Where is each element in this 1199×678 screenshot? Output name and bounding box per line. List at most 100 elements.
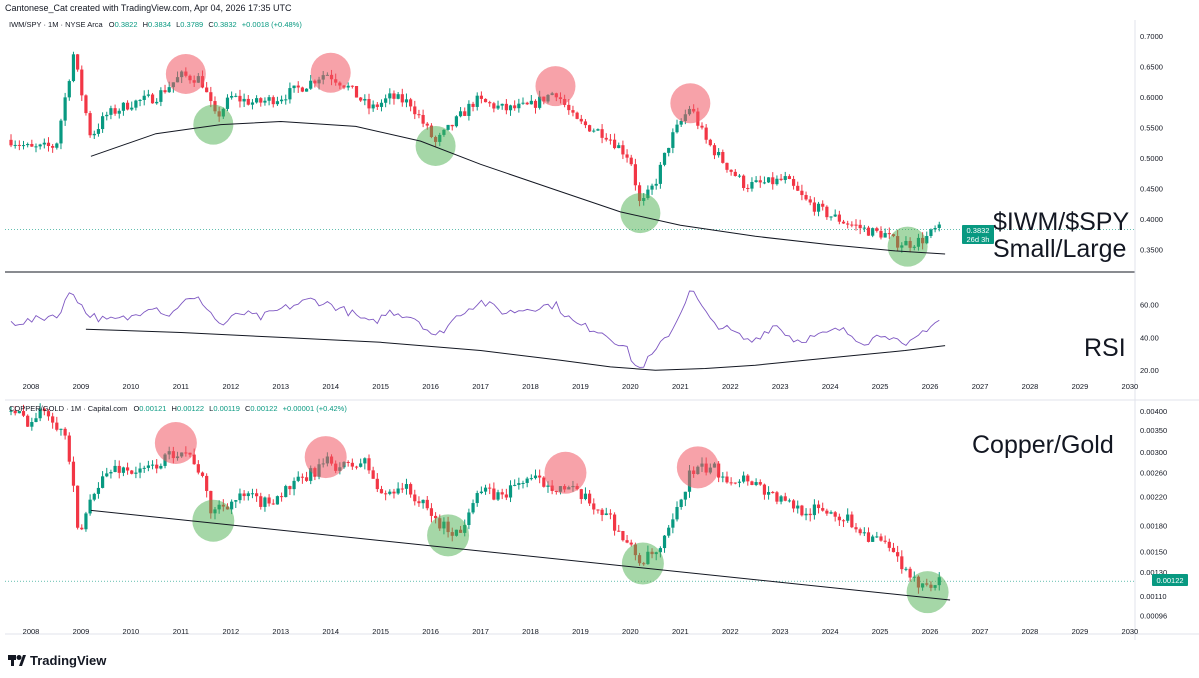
copper-gold-candle-body bbox=[71, 461, 76, 486]
iwm-candle-body bbox=[284, 99, 288, 101]
rsi-trend-curve[interactable] bbox=[85, 328, 946, 371]
rsi-time-tick: 2013 bbox=[272, 382, 289, 391]
copper-gold-candle-body bbox=[9, 410, 13, 412]
iwm-candle-body bbox=[167, 87, 171, 93]
iwm-y-tick: 0.6500 bbox=[1140, 63, 1163, 72]
copper-gold-candle-body bbox=[775, 492, 779, 502]
copper-gold-candle-body bbox=[67, 435, 71, 462]
copper-gold-time-tick: 2023 bbox=[772, 627, 789, 636]
copper-gold-candle-body bbox=[255, 493, 259, 497]
iwm-candle-body bbox=[142, 95, 146, 100]
copper-gold-candle-body bbox=[858, 529, 862, 534]
copper-gold-candle-body bbox=[475, 493, 479, 504]
iwm-candle-body bbox=[9, 139, 13, 146]
iwm-candle-body bbox=[854, 224, 858, 226]
rsi-time-tick: 2030 bbox=[1122, 382, 1139, 391]
iwm-candle-body bbox=[109, 108, 113, 115]
iwm-candle-body bbox=[38, 144, 42, 147]
copper-gold-candle-body bbox=[34, 418, 38, 423]
iwm-candle-body bbox=[59, 120, 63, 144]
iwm-candle-body bbox=[662, 152, 667, 165]
iwm-candle-body bbox=[937, 224, 941, 229]
iwm-y-tick: 0.5000 bbox=[1140, 154, 1163, 163]
rsi-time-tick: 2027 bbox=[972, 382, 989, 391]
iwm-candle-body bbox=[51, 146, 55, 148]
iwm-candle-body bbox=[658, 164, 662, 184]
iwm-candle-body bbox=[88, 113, 92, 136]
time-axis[interactable]: 2008 2008 2009 2009 2010 2010 2011 2011 2012 2012… bbox=[23, 382, 1139, 636]
iwm-candle-body bbox=[30, 143, 34, 147]
rsi-time-tick: 2015 bbox=[372, 382, 389, 391]
iwm-candle-body bbox=[234, 95, 238, 97]
iwm-candle-body bbox=[721, 152, 725, 163]
iwm-y-tick: 0.6000 bbox=[1140, 93, 1163, 102]
copper-gold-top-marker bbox=[304, 436, 347, 479]
copper-gold-candle-body bbox=[105, 473, 109, 477]
copper-gold-candle-body bbox=[508, 485, 513, 498]
iwm-candle-body bbox=[63, 97, 67, 121]
iwm-candle-body bbox=[242, 98, 246, 102]
copper-gold-time-tick: 2028 bbox=[1022, 627, 1039, 636]
iwm-candle-body bbox=[588, 125, 592, 132]
iwm-candle-body bbox=[84, 95, 88, 114]
iwm-candle-body bbox=[454, 116, 459, 127]
iwm-annotation-title: $IWM/$SPY bbox=[993, 208, 1129, 236]
iwm-candle-body bbox=[629, 157, 633, 165]
copper-gold-candle-body bbox=[608, 513, 613, 515]
iwm-candle-body bbox=[708, 139, 712, 146]
iwm-candle-body bbox=[130, 107, 134, 110]
copper-gold-candle-body bbox=[762, 484, 767, 495]
iwm-candle-body bbox=[375, 104, 379, 107]
copper-gold-candle-body bbox=[396, 488, 400, 494]
copper-gold-candle-body bbox=[267, 497, 271, 504]
iwm-candle-body bbox=[592, 130, 596, 132]
copper-gold-candle-body bbox=[667, 527, 671, 536]
copper-gold-pane[interactable]: 0.00400 0.00350 0.00300 0.00260 0.00220 0.001… bbox=[5, 403, 1167, 621]
iwm-candle-body bbox=[288, 88, 292, 100]
iwm-candle-body bbox=[787, 176, 792, 180]
copper-gold-top-marker bbox=[676, 446, 719, 489]
tradingview-logo[interactable]: TradingView bbox=[8, 653, 107, 668]
iwm-candle-body bbox=[259, 98, 263, 103]
iwm-trend-curve[interactable] bbox=[90, 120, 946, 255]
iwm-candle-body bbox=[384, 98, 388, 103]
copper-gold-candle-body bbox=[729, 482, 733, 484]
iwm-candle-body bbox=[46, 142, 51, 147]
copper-gold-candle-body bbox=[513, 484, 517, 486]
iwm-candle-body bbox=[604, 137, 608, 140]
rsi-y-tick: 40.00 bbox=[1140, 333, 1159, 342]
copper-gold-candle-body bbox=[808, 513, 812, 516]
copper-gold-candle-body bbox=[879, 536, 883, 541]
copper-gold-candle-body bbox=[259, 496, 263, 507]
iwm-candle-body bbox=[504, 103, 508, 111]
copper-gold-trend-line[interactable] bbox=[90, 509, 951, 601]
iwm-spy-pane[interactable]: 0.7000 0.6500 0.6000 0.5500 0.5000 0.4500 0.40… bbox=[5, 32, 1163, 267]
copper-gold-candle-body bbox=[900, 556, 904, 570]
iwm-candle-body bbox=[71, 54, 76, 82]
iwm-y-tick: 0.7000 bbox=[1140, 32, 1163, 41]
copper-gold-candle-body bbox=[354, 466, 359, 468]
rsi-pane[interactable]: 60.00 40.00 20.00 bbox=[10, 290, 1159, 375]
iwm-candle-body bbox=[538, 96, 542, 108]
chart-credit: Cantonese_Cat created with TradingView.c… bbox=[5, 3, 292, 13]
rsi-time-tick: 2012 bbox=[222, 382, 239, 391]
iwm-candle-body bbox=[150, 94, 155, 104]
copper-gold-candle-body bbox=[363, 458, 367, 464]
iwm-candle-body bbox=[871, 228, 875, 236]
iwm-candle-body bbox=[400, 94, 404, 103]
copper-gold-candle-body bbox=[384, 493, 388, 495]
iwm-candle-body bbox=[488, 102, 492, 104]
copper-gold-candle-body bbox=[742, 475, 746, 482]
copper-gold-candle-body bbox=[679, 499, 683, 507]
iwm-candle-body bbox=[350, 85, 354, 87]
copper-gold-candle-body bbox=[242, 493, 246, 497]
copper-gold-time-tick: 2016 bbox=[422, 627, 439, 636]
rsi-time-tick: 2024 bbox=[822, 382, 839, 391]
copper-gold-candle-body bbox=[517, 483, 521, 485]
iwm-candle-body bbox=[146, 94, 150, 96]
copper-gold-candle-body bbox=[155, 464, 159, 469]
iwm-candle-body bbox=[205, 87, 209, 93]
iwm-candle-body bbox=[17, 144, 21, 146]
iwm-candle-body bbox=[866, 227, 871, 236]
